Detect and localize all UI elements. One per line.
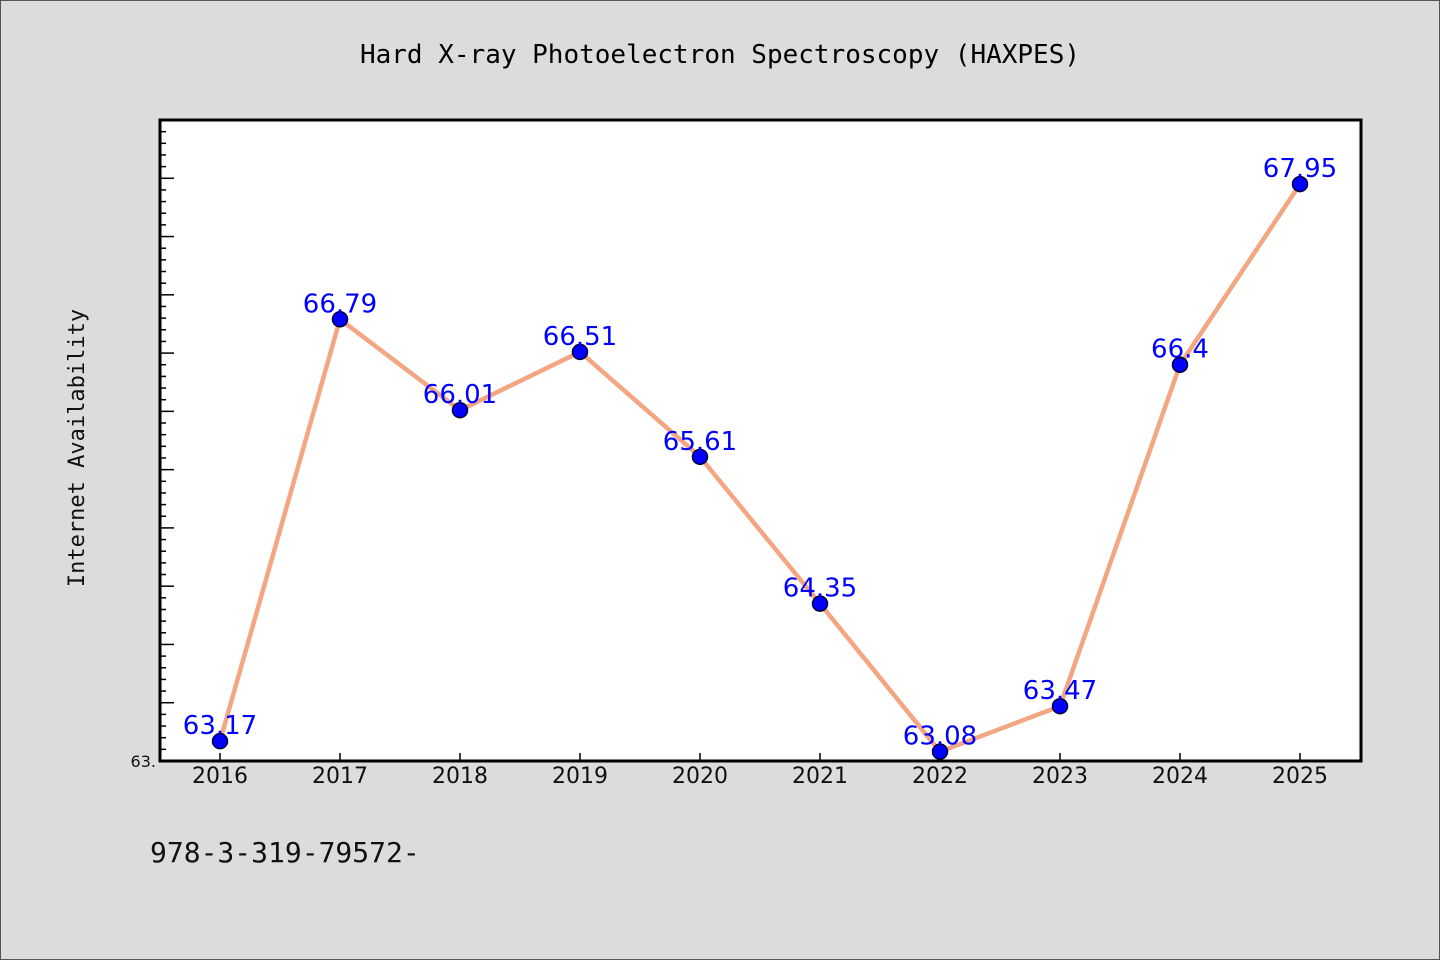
y-tick-label: 63.: [131, 752, 156, 771]
data-point-marker: [1291, 175, 1309, 193]
data-point-marker: [211, 732, 229, 750]
data-label: 63.47: [1023, 676, 1097, 706]
x-tick-label: 2019: [552, 764, 608, 789]
data-label: 64.35: [783, 574, 857, 604]
footer-isbn-text: 978-3-319-79572-: [150, 836, 420, 869]
data-point-marker: [1171, 356, 1189, 373]
data-point-marker: [691, 448, 709, 466]
x-tick-label: 2023: [1032, 764, 1088, 789]
series-line: [217, 181, 1303, 754]
data-point-marker: [811, 595, 829, 612]
data-label: 66.01: [423, 380, 497, 410]
data-point-marker: [931, 743, 949, 760]
data-point-marker: [571, 343, 589, 361]
data-labels-group: 63.17 66.79 66.01 66.51 65.61 64.35 63.08 63.47…: [183, 154, 1337, 752]
x-tick-label: 2022: [912, 764, 968, 789]
data-label: 63.17: [183, 711, 257, 741]
data-label: 66.79: [303, 289, 377, 319]
x-axis-ticks: 2016 2017 2018 2019 2020 2021 2022 2023 2024 2025: [192, 753, 1328, 789]
y-axis-ticks: 63.: [131, 130, 174, 771]
y-axis-label: Internet Availability: [65, 309, 90, 587]
data-label: 63.08: [903, 722, 977, 752]
x-tick-label: 2016: [192, 764, 248, 789]
plot-area: [158, 118, 1363, 763]
x-tick-label: 2017: [312, 764, 368, 789]
x-tick-label: 2020: [672, 764, 728, 789]
data-label: 66.51: [543, 322, 617, 352]
x-tick-label: 2021: [792, 764, 848, 789]
chart-title: Hard X-ray Photoelectron Spectroscopy (H…: [360, 40, 1080, 70]
x-tick-label: 2024: [1152, 764, 1208, 789]
series-markers-group: [211, 175, 1309, 760]
data-label: 66.4: [1151, 335, 1209, 365]
data-point-marker: [1051, 697, 1069, 715]
x-tick-label: 2025: [1272, 764, 1328, 789]
x-tick-label: 2018: [432, 764, 488, 789]
data-point-marker: [331, 311, 349, 328]
data-point-marker: [451, 401, 469, 419]
data-label: 67.95: [1263, 154, 1337, 184]
series-line-group: [217, 181, 1303, 754]
data-label: 65.61: [663, 427, 737, 457]
